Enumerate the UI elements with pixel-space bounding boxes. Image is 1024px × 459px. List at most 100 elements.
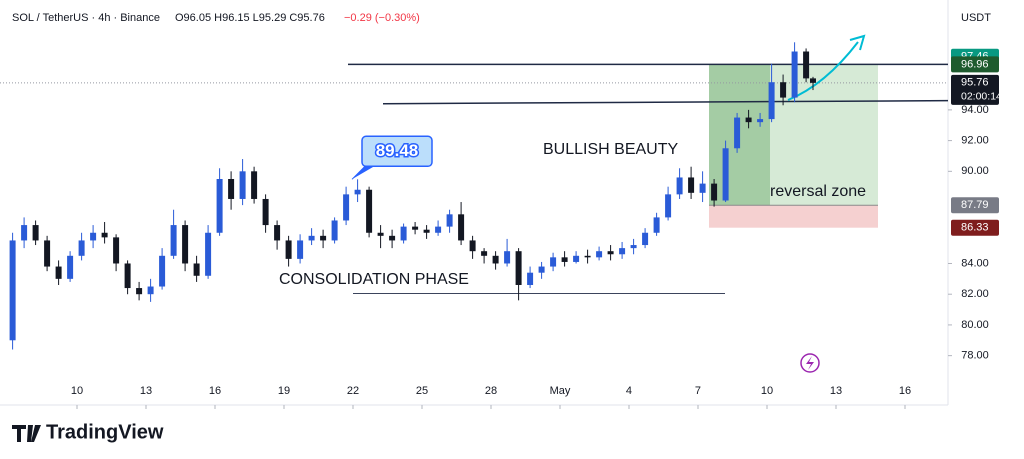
- candle-body: [481, 251, 488, 256]
- price-tag-label: 86.33: [961, 222, 989, 234]
- price-tag-label: 95.76: [961, 77, 989, 89]
- ohlc: O96.05 H96.15 L95.29 C95.76: [175, 12, 325, 24]
- candle-body: [343, 194, 350, 221]
- candle-body: [400, 226, 407, 241]
- candle-body: [688, 177, 695, 193]
- candle-body: [791, 51, 798, 98]
- candle-body: [228, 178, 235, 199]
- y-tick-label: 92.00: [961, 135, 989, 147]
- candle-body: [515, 251, 522, 285]
- candle-body: [492, 255, 499, 264]
- callout-label: 89.48: [376, 141, 419, 160]
- candle-body: [734, 117, 741, 149]
- x-tick-label: 28: [485, 385, 497, 397]
- symbol: SOL / TetherUS · 4h · Binance: [12, 12, 160, 24]
- candle-body: [147, 286, 154, 295]
- price-tag-label: 96.96: [961, 58, 989, 70]
- x-tick-label: 4: [626, 385, 632, 397]
- candle-body: [101, 232, 108, 238]
- candle-body: [159, 255, 166, 287]
- brand-logo: [12, 425, 41, 442]
- callout-box: [361, 135, 433, 168]
- price-tag: [951, 197, 999, 214]
- brand: TradingView: [46, 421, 164, 443]
- x-tick-label: 22: [347, 385, 359, 397]
- price-tag: [951, 219, 999, 236]
- candle-body: [630, 245, 637, 249]
- candle-body: [435, 226, 442, 233]
- candle-body: [722, 148, 729, 201]
- candle-body: [170, 225, 177, 256]
- candle-body: [32, 225, 39, 241]
- candle-body: [538, 266, 545, 273]
- candle-body: [78, 240, 85, 256]
- y-tick-label: 80.00: [961, 319, 989, 331]
- candle-body: [124, 263, 131, 289]
- candle-body: [44, 240, 51, 267]
- candle-body: [768, 82, 775, 120]
- x-tick-label: 25: [416, 385, 428, 397]
- loss-zone: [709, 205, 878, 228]
- candle-body: [9, 240, 16, 341]
- candle-body: [550, 257, 557, 267]
- candle-body: [809, 78, 816, 83]
- candle-body: [653, 217, 660, 233]
- event-icon[interactable]: [800, 353, 820, 373]
- y-tick-label: 94.00: [961, 104, 989, 116]
- candle-body: [136, 288, 143, 295]
- candle-body: [354, 189, 361, 195]
- candle-body: [745, 117, 752, 123]
- candle-body: [262, 198, 269, 226]
- candle-body: [665, 194, 672, 218]
- candle-body: [331, 220, 338, 241]
- candle-body: [55, 266, 62, 279]
- x-tick-label: May: [550, 385, 571, 397]
- candle-body: [423, 229, 430, 233]
- candle-body: [216, 178, 223, 233]
- candle-body: [584, 255, 591, 258]
- candle-body: [90, 232, 97, 241]
- candle-body: [458, 214, 465, 241]
- candle-body: [607, 251, 614, 255]
- candle-body: [389, 235, 396, 241]
- change: −0.29 (−0.30%): [344, 12, 420, 24]
- annotation: BULLISH BEAUTY: [543, 141, 678, 158]
- candle-body: [446, 214, 453, 227]
- arrow-head: [849, 34, 866, 51]
- x-tick-label: 10: [71, 385, 83, 397]
- annotation: reversal zone: [770, 183, 866, 200]
- candle-body: [285, 240, 292, 259]
- candle-body: [642, 232, 649, 246]
- currency: USDT: [961, 12, 991, 24]
- candle-body: [803, 51, 810, 79]
- x-tick-label: 16: [209, 385, 221, 397]
- candle-body: [67, 255, 74, 279]
- x-tick-label: 13: [830, 385, 842, 397]
- candle-body: [573, 255, 580, 262]
- y-tick-label: 82.00: [961, 288, 989, 300]
- candle-body: [619, 248, 626, 255]
- event-icon-bolt: [806, 356, 814, 370]
- x-tick-label: 13: [140, 385, 152, 397]
- candle-body: [308, 235, 315, 241]
- candle-body: [113, 237, 120, 264]
- candle-body: [274, 225, 281, 241]
- price-tag: [951, 74, 999, 105]
- y-tick-label: 84.00: [961, 257, 989, 269]
- price-tag: [951, 56, 999, 73]
- candle-body: [757, 119, 764, 123]
- x-tick-label: 10: [761, 385, 773, 397]
- candle-body: [780, 82, 787, 98]
- candle-body: [596, 251, 603, 258]
- candle-body: [561, 257, 568, 262]
- candle-body: [297, 240, 304, 259]
- candle-body: [527, 272, 534, 285]
- candle-body: [676, 177, 683, 195]
- candle-body: [504, 251, 511, 264]
- candle-body: [205, 232, 212, 276]
- candle-body: [412, 226, 419, 230]
- candle-body: [366, 189, 373, 233]
- candle-body: [21, 225, 28, 241]
- candle-body: [320, 235, 327, 241]
